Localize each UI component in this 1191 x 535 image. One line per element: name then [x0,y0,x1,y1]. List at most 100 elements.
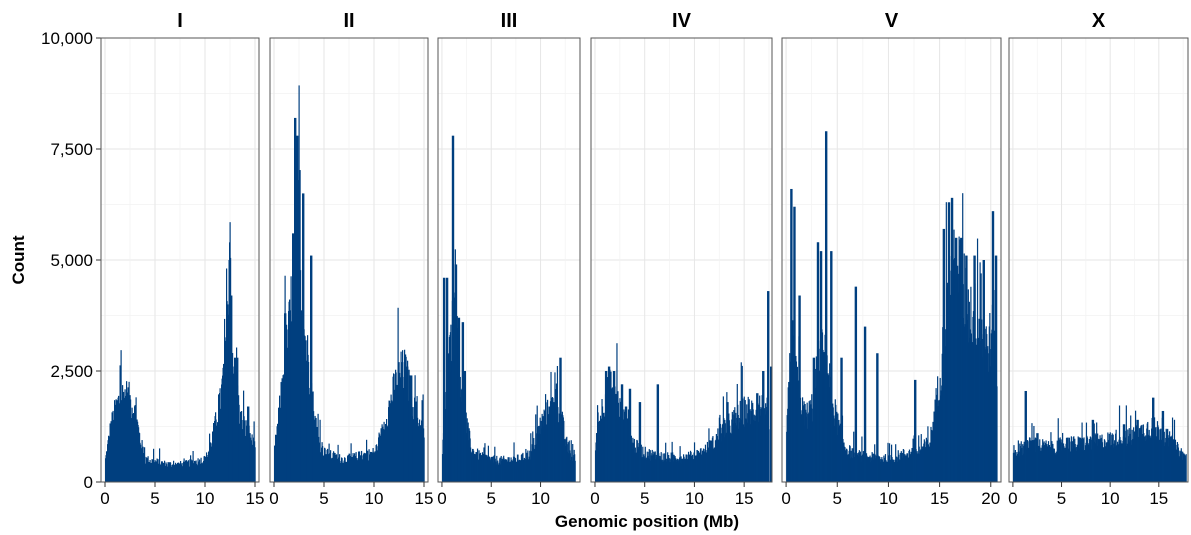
histogram-bar [1125,405,1127,482]
panel-border [269,37,429,483]
histogram-bar [840,357,843,482]
histogram-bar [552,402,555,482]
histogram-bar [607,366,611,482]
y-axis-title: Count [9,235,28,284]
histogram-bar [942,228,946,482]
facet-panel-V: V 0 5 10 15 20 [781,10,1002,508]
x-tick-label: 10 [1101,489,1120,508]
histogram-bar [756,393,759,482]
histogram-bar [947,202,951,482]
histogram-bar [442,277,446,482]
facet-panels: I 0 5 10 15 II 0 5 10 15 III 0 5 10 IV 0 5 10 15 V 0 5 10 15 20 X… [100,10,1189,508]
facet-panel-I: I 0 5 10 15 [100,10,264,508]
histogram-bar [854,286,858,482]
histogram-bar [451,135,455,482]
histogram-bar [461,322,465,482]
histogram-bar [816,242,820,482]
histogram-bar [1173,419,1176,482]
histogram-bar [457,317,461,482]
histogram-bar [292,233,295,482]
histogram-bar [288,311,291,482]
histogram-bar [656,384,660,482]
x-tick-label: 0 [100,489,109,508]
histogram-bar [604,371,608,482]
histogram-bar [830,251,833,482]
histogram-bar [1152,397,1155,482]
histogram-bar [1024,390,1027,482]
histogram-bar [612,371,616,482]
x-tick-label: 0 [437,489,446,508]
x-tick-label: 10 [685,489,704,508]
facet-strip-label: V [885,10,899,32]
histogram-bar [819,251,823,482]
x-tick-label: 0 [781,489,790,508]
histogram-bar [1185,454,1187,482]
histogram-bar [770,366,773,482]
histogram-bar [762,371,765,482]
histogram-bar [410,375,413,482]
x-tick-label: 5 [150,489,159,508]
histogram-bar [284,313,287,482]
histogram-bar [548,406,551,482]
bars-X [1012,390,1187,482]
histogram-bar [445,277,449,482]
x-tick-label: 0 [269,489,278,508]
histogram-bar [230,295,233,482]
histogram-bar [863,326,867,482]
histogram-bar [304,344,307,482]
histogram-bar [310,255,313,482]
histogram-bar [226,304,229,482]
histogram-bar [228,260,231,482]
histogram-bar [1066,437,1069,482]
panel-border [1008,37,1189,483]
x-tick-label: 5 [640,489,649,508]
x-tick-label: 5 [1057,489,1066,508]
histogram-bar [1091,419,1095,482]
histogram-bar [965,255,968,482]
histogram-bar [798,295,801,482]
x-tick-label: 10 [531,489,550,508]
facet-panel-II: II 0 5 10 15 [269,10,433,508]
histogram-bar [406,366,409,482]
panel-border [590,37,773,483]
facet-strip-label: III [501,10,518,32]
histogram-bar [463,371,467,482]
histogram-bar [824,131,828,483]
panel-border [100,37,260,483]
histogram-bar [914,379,917,482]
panel-border [781,37,1002,483]
histogram-bar [192,450,194,482]
histogram-bar [559,357,562,482]
histogram-bar [767,291,770,482]
histogram-bar [790,188,793,482]
bars-I [105,222,256,482]
histogram-bar [1136,419,1139,482]
x-tick-label: 15 [246,489,265,508]
histogram-bar [954,237,958,482]
histogram-bar [1122,424,1126,482]
histogram-bar [423,437,425,482]
bars-III [441,135,576,482]
histogram-bar [950,197,954,482]
histogram-bar [1161,410,1165,482]
facet-strip-label: IV [672,10,692,32]
y-axis: 0 2,500 5,000 7,500 10,000 [41,29,101,492]
facet-strip-label: I [177,10,183,32]
histogram-bar [726,402,729,482]
bars-IV [594,291,773,482]
x-tick-label: 0 [1008,489,1017,508]
histogram-bar [973,255,976,482]
histogram-bar [236,357,239,482]
panel-border [437,37,581,483]
facet-panel-X: X 0 5 10 15 [1008,10,1189,508]
histogram-bar [991,211,995,482]
histogram-bar [247,406,250,482]
y-tick-label: 2,500 [50,362,93,381]
histogram-bar [302,193,305,482]
x-tick-label: 10 [879,489,898,508]
x-tick-label: 15 [1149,489,1168,508]
x-axis-title: Genomic position (Mb) [555,512,739,531]
bars-II [274,85,425,483]
histogram-bar [982,260,985,482]
